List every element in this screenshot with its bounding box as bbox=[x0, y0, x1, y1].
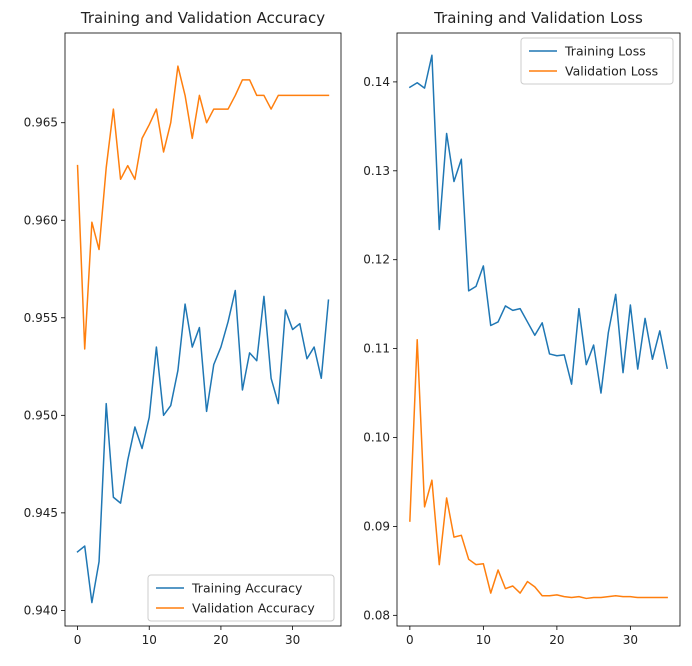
accuracy-legend-label-1: Training Accuracy bbox=[191, 581, 303, 596]
accuracy-x-tick-label: 10 bbox=[142, 633, 157, 647]
accuracy-chart: Training and Validation Accuracy 0 10 20 30… bbox=[24, 9, 342, 647]
loss-x-tick-label: 20 bbox=[549, 633, 564, 647]
accuracy-y-tick-label: 0.945 bbox=[24, 506, 58, 520]
accuracy-y-tick-label: 0.955 bbox=[24, 311, 58, 325]
loss-y-tick-label: 0.08 bbox=[363, 608, 390, 622]
loss-x-tick-label: 10 bbox=[476, 633, 491, 647]
loss-y-tick-label: 0.13 bbox=[363, 164, 390, 178]
accuracy-series-line-1 bbox=[76, 289, 330, 604]
accuracy-y-tick-label: 0.965 bbox=[24, 116, 58, 130]
accuracy-axes-layer: 0 10 20 30 0.940 0.945 0.950 0.955 0.960 0.965 bbox=[24, 32, 342, 647]
accuracy-x-tick-label: 20 bbox=[213, 633, 228, 647]
loss-x-tick-label: 30 bbox=[623, 633, 638, 647]
accuracy-legend-label-2: Validation Accuracy bbox=[192, 601, 315, 616]
accuracy-chart-title: Training and Validation Accuracy bbox=[80, 9, 325, 27]
accuracy-legend-box bbox=[147, 574, 335, 622]
loss-axes-layer: 0 10 20 30 0.08 0.09 0.10 0.11 0.12 0.13 0.14 bbox=[363, 32, 681, 647]
loss-legend-label-1: Training Loss bbox=[564, 44, 646, 59]
accuracy-plot-frame bbox=[64, 32, 342, 627]
accuracy-series-layer bbox=[76, 65, 330, 604]
loss-y-tick-label: 0.14 bbox=[363, 75, 390, 89]
loss-series-layer bbox=[408, 54, 669, 600]
loss-plot-frame bbox=[396, 32, 681, 627]
accuracy-y-tick-label: 0.960 bbox=[24, 213, 58, 227]
loss-y-tick-label: 0.10 bbox=[363, 431, 390, 445]
accuracy-x-tick-label: 30 bbox=[285, 633, 300, 647]
accuracy-series-line-2 bbox=[76, 65, 330, 350]
loss-x-tick-label: 0 bbox=[406, 633, 414, 647]
loss-series-line-2 bbox=[409, 338, 668, 600]
loss-chart-title: Training and Validation Loss bbox=[433, 9, 643, 27]
accuracy-y-tick-label: 0.940 bbox=[24, 603, 58, 617]
loss-legend-box bbox=[520, 37, 674, 85]
loss-legend-label-2: Validation Loss bbox=[565, 64, 658, 79]
loss-legend: Training Loss Validation Loss bbox=[520, 37, 674, 85]
loss-y-tick-label: 0.09 bbox=[363, 519, 390, 533]
loss-chart: Training and Validation Loss 0 10 20 30 0.08… bbox=[363, 9, 681, 647]
loss-y-tick-label: 0.12 bbox=[363, 253, 390, 267]
loss-y-tick-label: 0.11 bbox=[363, 342, 390, 356]
accuracy-x-tick-label: 0 bbox=[74, 633, 82, 647]
loss-series-line-1 bbox=[408, 54, 669, 394]
accuracy-legend: Training Accuracy Validation Accuracy bbox=[147, 574, 335, 622]
accuracy-y-tick-label: 0.950 bbox=[24, 408, 58, 422]
